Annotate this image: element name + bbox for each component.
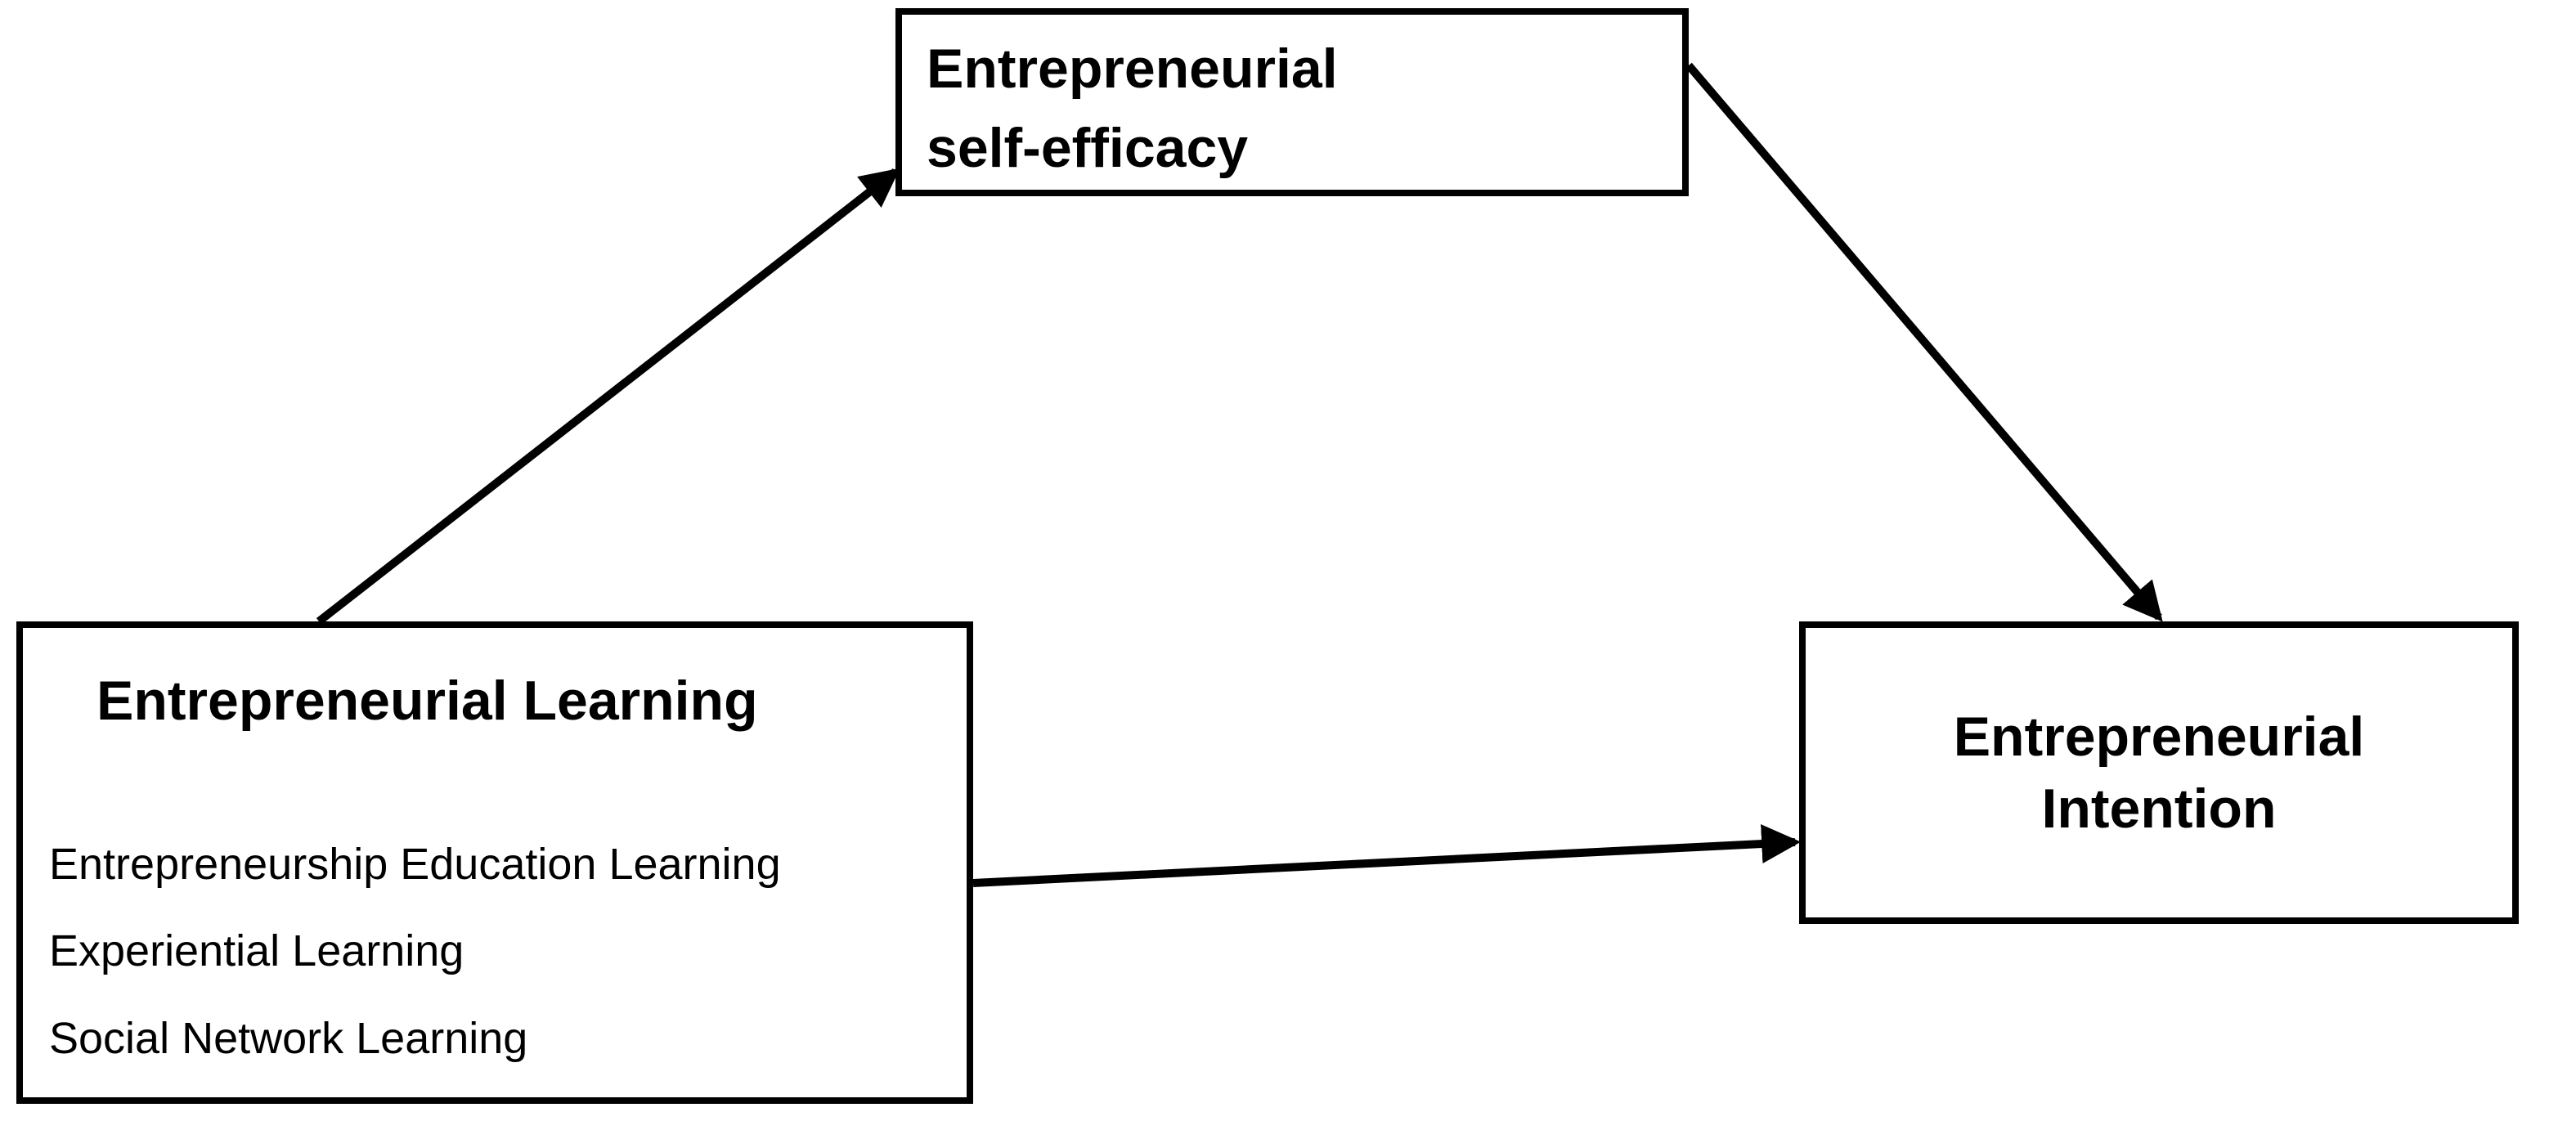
edge-iv-to-dv — [973, 842, 1795, 883]
node-iv-items: Entrepreneurship Education Learning Expe… — [49, 832, 781, 1070]
node-dv-title-line1: Entrepreneurial — [1954, 701, 2365, 773]
edge-iv-to-mediator — [319, 172, 895, 621]
node-iv-item-2: Experiential Learning — [49, 919, 781, 983]
node-dv: Entrepreneurial Intention — [1799, 621, 2519, 924]
node-mediator: Entrepreneurial self-efficacy — [895, 8, 1689, 196]
edge-mediator-to-dv — [1689, 65, 2159, 617]
diagram-canvas: Entrepreneurial self-efficacy Entreprene… — [0, 0, 2576, 1121]
node-iv-item-3: Social Network Learning — [49, 1007, 781, 1070]
node-mediator-title-line1: Entrepreneurial — [927, 34, 1682, 104]
node-iv-title: Entrepreneurial Learning — [23, 628, 967, 733]
node-iv: Entrepreneurial Learning Entrepreneurshi… — [16, 621, 973, 1104]
node-dv-title-line2: Intention — [2041, 773, 2276, 845]
node-mediator-title-line2: self-efficacy — [927, 114, 1682, 183]
node-iv-item-1: Entrepreneurship Education Learning — [49, 832, 781, 896]
